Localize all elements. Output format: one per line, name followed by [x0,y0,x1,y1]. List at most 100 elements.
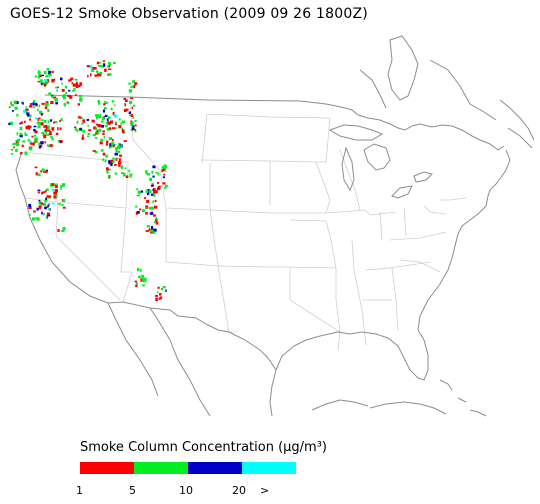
smoke-pixel [36,140,38,143]
smoke-pixel [25,125,29,130]
smoke-pixel [48,70,52,74]
smoke-pixel [126,108,129,111]
legend-title: Smoke Column Concentration (μg/m³) [80,440,327,455]
smoke-pixel [93,126,96,130]
smoke-pixel [145,170,148,174]
smoke-pixel [88,129,92,132]
smoke-pixel [129,114,132,117]
smoke-pixel [95,137,98,139]
smoke-pixel [49,119,53,122]
smoke-pixel [45,104,48,107]
smoke-pixel [131,127,135,130]
legend-tick-10: 10 [179,484,193,497]
smoke-pixel [99,113,101,117]
smoke-pixel [115,122,118,126]
legend-tick-20: 20 [232,484,246,497]
smoke-pixel [46,188,49,191]
smoke-pixel [128,89,132,93]
smoke-pixel [102,152,106,156]
smoke-pixel [22,140,26,143]
smoke-pixel [62,96,66,100]
smoke-pixel [157,172,160,176]
smoke-pixel [44,106,48,109]
smoke-pixel [47,108,50,112]
smoke-pixel [59,120,61,122]
smoke-pixel [155,171,158,174]
smoke-pixel [46,195,50,198]
smoke-pixel [42,133,45,137]
smoke-pixel [32,102,35,106]
smoke-pixel [131,106,134,109]
smoke-pixel [97,124,101,128]
smoke-pixel [41,74,44,77]
smoke-pixel [39,110,43,114]
smoke-pixel [148,189,152,193]
smoke-pixel [48,195,52,198]
smoke-pixel [147,189,150,192]
smoke-pixel [55,132,59,135]
smoke-pixel [36,207,39,211]
smoke-pixel [110,120,113,124]
smoke-pixel [34,117,38,120]
smoke-pixel [108,68,112,70]
smoke-pixel [134,119,137,122]
smoke-pixel [38,201,42,205]
smoke-pixel [51,70,54,74]
smoke-pixel [19,132,23,135]
smoke-pixel [56,86,59,89]
smoke-pixel [128,82,131,85]
smoke-pixel [46,212,50,215]
smoke-pixel [38,104,41,108]
smoke-pixel [102,109,106,113]
smoke-pixel [141,274,144,278]
smoke-pixel [92,133,96,137]
smoke-pixel [145,211,148,215]
smoke-pixel [33,217,37,220]
smoke-pixel [42,82,45,85]
smoke-pixel [51,183,55,186]
smoke-pixel [55,194,58,197]
smoke-pixel [16,141,19,143]
smoke-pixel [163,164,167,167]
smoke-pixel [34,75,37,78]
smoke-pixel [97,74,101,77]
smoke-pixel [164,166,168,169]
smoke-pixel [153,220,156,223]
smoke-pixel [152,175,155,178]
smoke-pixel [17,138,21,142]
smoke-pixel [128,100,133,104]
smoke-pixel [155,218,158,222]
smoke-overlay [8,60,168,302]
smoke-pixel [16,132,19,136]
smoke-pixel [10,148,14,151]
smoke-pixel [162,182,166,185]
smoke-pixel [108,73,112,76]
smoke-pixel [69,95,73,99]
smoke-pixel [152,231,156,234]
smoke-pixel [19,152,23,155]
smoke-pixel [67,101,70,105]
smoke-pixel [45,79,50,81]
legend-color-bar [80,462,296,474]
smoke-pixel [62,206,66,209]
smoke-pixel [98,116,102,119]
smoke-pixel [151,170,154,174]
smoke-pixel [61,204,64,206]
smoke-pixel [29,118,32,121]
smoke-pixel [107,65,109,68]
smoke-pixel [50,101,54,104]
smoke-pixel [96,70,99,73]
smoke-pixel [97,100,100,103]
smoke-pixel [44,78,48,82]
smoke-pixel [135,284,138,288]
smoke-pixel [34,130,37,134]
smoke-pixel [87,75,89,78]
smoke-pixel [10,121,14,125]
smoke-pixel [37,189,41,192]
smoke-pixel [25,107,27,111]
smoke-pixel [123,108,127,112]
smoke-pixel [145,207,148,209]
smoke-pixel [106,167,109,171]
smoke-pixel [28,147,33,151]
smoke-pixel [150,231,154,234]
